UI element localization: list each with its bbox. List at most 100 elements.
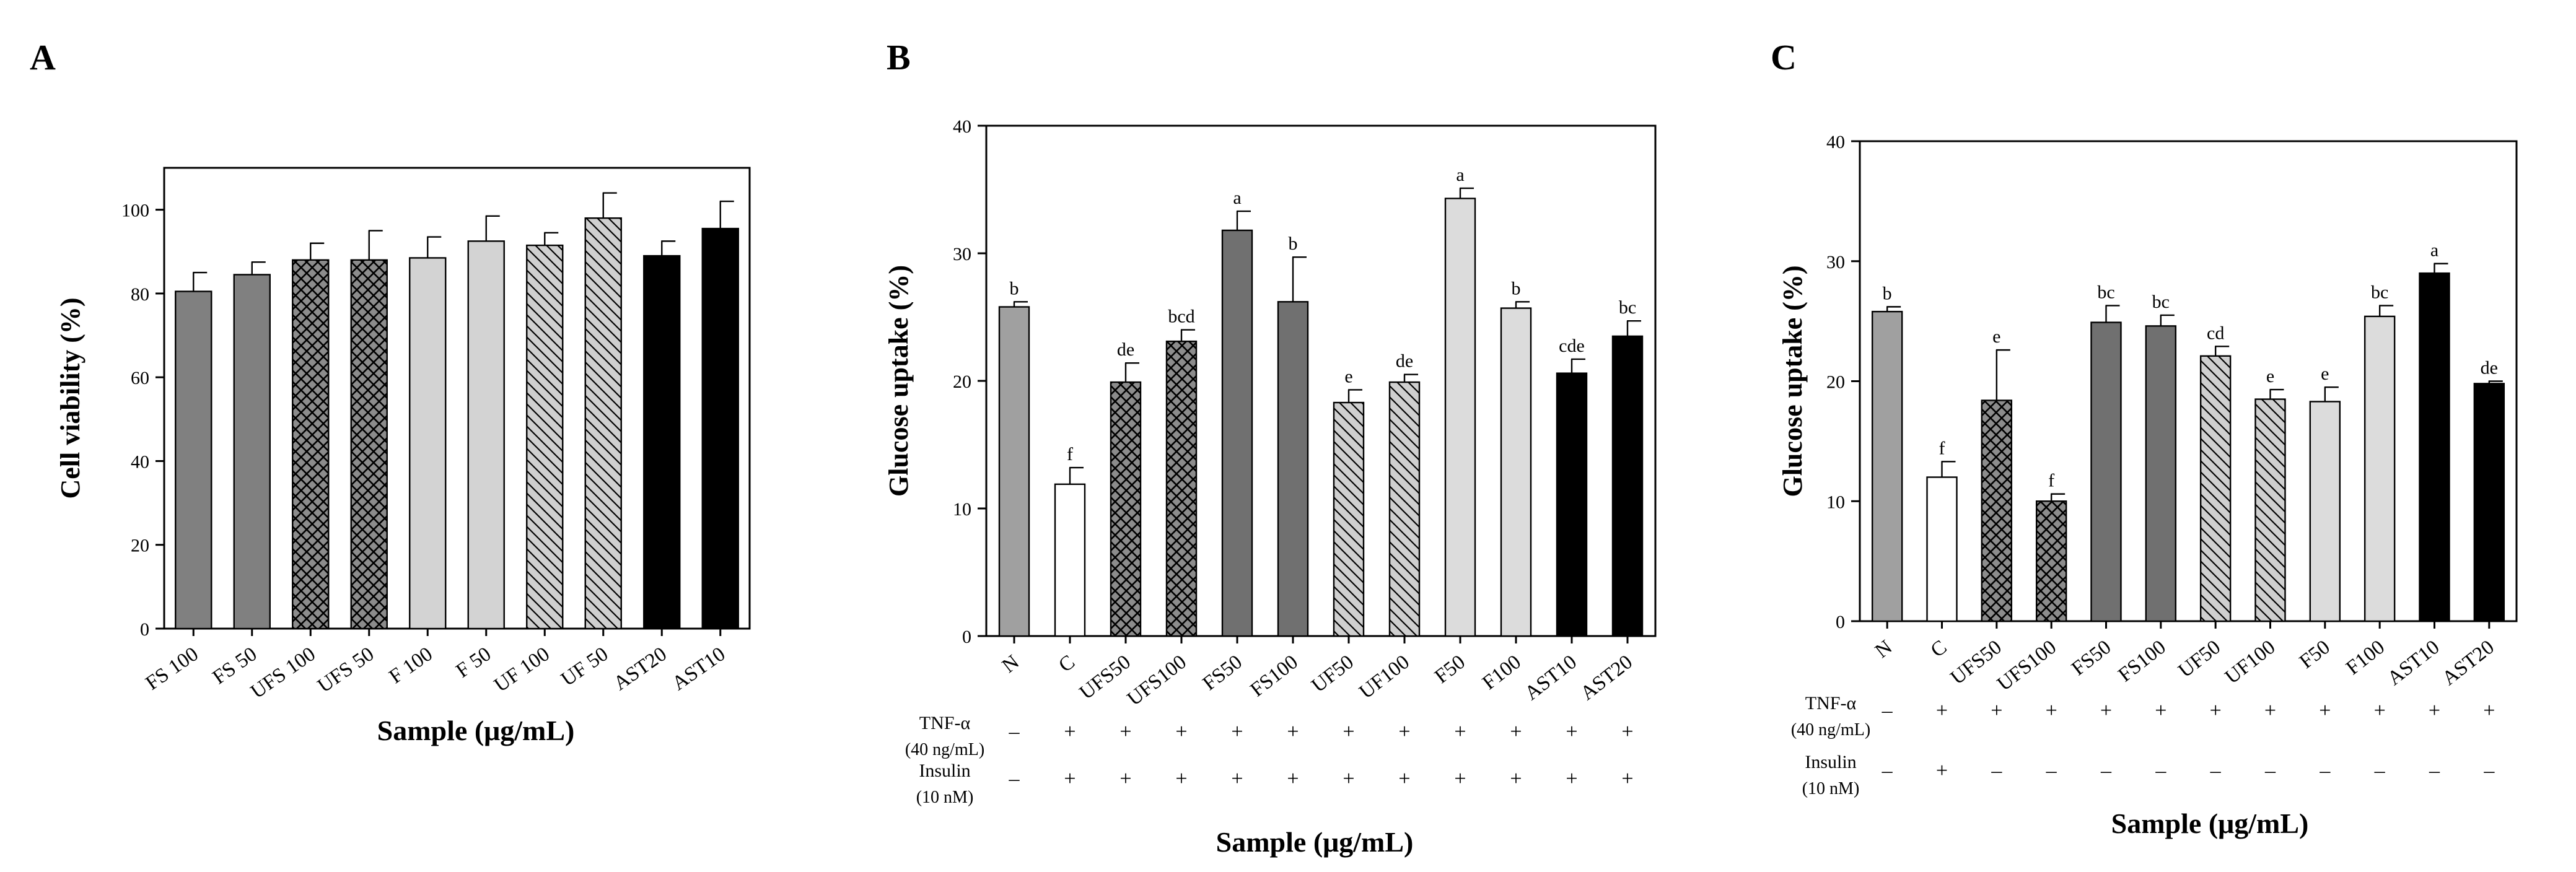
treatment-mark: –	[1009, 767, 1020, 790]
significance-label: b	[1512, 278, 1521, 299]
bar	[1221, 229, 1253, 637]
x-tick-label: F50	[2295, 636, 2334, 673]
bar	[1871, 310, 1903, 622]
treatment-mark: –	[2155, 759, 2166, 782]
y-tick-label: 40	[1826, 132, 1845, 152]
y-axis-label: Glucose uptake (%)	[1777, 266, 1808, 497]
bar	[2309, 401, 2341, 622]
x-tick-label: UFS100	[1993, 636, 2061, 695]
treatment-mark: –	[2100, 759, 2112, 782]
treatment-label: Insulin	[919, 761, 970, 781]
bar	[175, 290, 212, 630]
treatment-label: Insulin	[1805, 752, 1856, 772]
treatment-mark: +	[2319, 699, 2331, 722]
treatment-mark: –	[2319, 759, 2331, 782]
treatment-mark: –	[2210, 759, 2222, 782]
y-tick-label: 20	[131, 536, 149, 556]
bar	[2035, 500, 2067, 622]
treatment-mark: +	[1287, 720, 1299, 743]
bar	[526, 244, 564, 630]
significance-label: bc	[2152, 292, 2170, 312]
treatment-label-unit: (40 ng/mL)	[905, 740, 984, 759]
treatment-mark: +	[1510, 767, 1522, 790]
treatment-mark: +	[1064, 720, 1076, 743]
treatment-mark: +	[2483, 699, 2495, 722]
significance-label: e	[1344, 366, 1352, 386]
treatment-mark: +	[1398, 720, 1410, 743]
x-tick-label: FS50	[2067, 636, 2115, 680]
treatment-mark: +	[1454, 767, 1466, 790]
x-tick-label: UFS 50	[313, 643, 378, 697]
bar	[1556, 372, 1588, 637]
y-tick-label: 0	[962, 627, 971, 647]
panel-letter: A	[30, 37, 56, 77]
significance-label: bc	[2097, 282, 2114, 302]
treatment-mark: +	[1119, 767, 1131, 790]
treatment-mark: +	[1343, 720, 1354, 743]
treatment-mark: –	[2483, 759, 2495, 782]
bar	[2364, 315, 2396, 622]
bar	[1333, 401, 1365, 637]
x-axis-label: Sample (μg/mL)	[1216, 826, 1414, 858]
treatment-mark: –	[1009, 720, 1020, 743]
significance-label: e	[1992, 326, 2000, 347]
bar	[1500, 307, 1532, 637]
treatment-label-unit: (10 nM)	[1802, 779, 1860, 798]
significance-label: de	[2481, 358, 2498, 378]
bar	[1388, 381, 1421, 637]
treatment-mark: +	[1621, 720, 1633, 743]
treatment-mark: +	[2100, 699, 2112, 722]
treatment-mark: +	[1566, 720, 1577, 743]
significance-label: f	[1067, 444, 1073, 464]
bar	[2419, 272, 2450, 622]
plot-frame	[163, 167, 751, 630]
bar	[2473, 383, 2505, 622]
y-tick-label: 10	[953, 499, 971, 520]
treatment-mark: +	[2429, 699, 2440, 722]
significance-label: cd	[2207, 323, 2224, 343]
treatment-label: TNF-α	[1805, 693, 1857, 713]
x-tick-label: FS100	[1246, 651, 1302, 701]
x-tick-label: UFS 100	[247, 643, 320, 703]
x-axis-label: Sample (μg/mL)	[2111, 808, 2309, 839]
significance-label: bc	[1619, 297, 1636, 318]
treatment-label-unit: (40 ng/mL)	[1791, 720, 1870, 739]
bar	[998, 306, 1030, 637]
x-tick-label: UF100	[1356, 651, 1414, 704]
treatment-mark: +	[1287, 767, 1299, 790]
significance-label: bc	[2371, 282, 2388, 302]
treatment-mark: +	[1991, 699, 2002, 722]
significance-label: e	[2266, 366, 2274, 386]
treatment-mark: +	[1231, 720, 1243, 743]
treatment-mark: +	[2155, 699, 2166, 722]
bar	[1110, 381, 1142, 637]
y-tick-label: 30	[1826, 252, 1845, 272]
treatment-mark: +	[1936, 699, 1948, 722]
y-tick-label: 0	[140, 619, 149, 640]
bar	[292, 259, 330, 630]
treatment-mark: –	[2429, 759, 2440, 782]
x-tick-label: UF50	[1308, 651, 1358, 697]
y-tick-label: 20	[1826, 372, 1845, 393]
x-tick-label: UF100	[2221, 636, 2279, 689]
x-tick-label: C	[1054, 651, 1079, 677]
bar	[701, 227, 739, 630]
x-tick-label: F100	[2342, 636, 2389, 679]
bar	[643, 255, 681, 630]
x-tick-label: AST20	[1577, 651, 1637, 705]
bar	[584, 217, 622, 630]
significance-label: a	[1233, 188, 1241, 208]
treatment-mark: –	[1882, 699, 1893, 722]
bar	[2254, 398, 2286, 622]
bar	[1277, 301, 1309, 637]
treatment-mark: +	[2046, 699, 2057, 722]
x-axis-label: Sample (μg/mL)	[377, 715, 575, 746]
x-tick-label: UF 50	[557, 643, 612, 691]
bar	[1444, 198, 1476, 637]
panel-letter: C	[1771, 37, 1797, 77]
y-tick-label: 10	[1826, 492, 1845, 512]
x-tick-label: F 100	[385, 643, 437, 688]
panel-b: B 0 10 20 30 40 Glucose uptake (%) b N – – f C + + de UF…	[883, 37, 1657, 858]
y-tick-label: 30	[953, 244, 971, 264]
